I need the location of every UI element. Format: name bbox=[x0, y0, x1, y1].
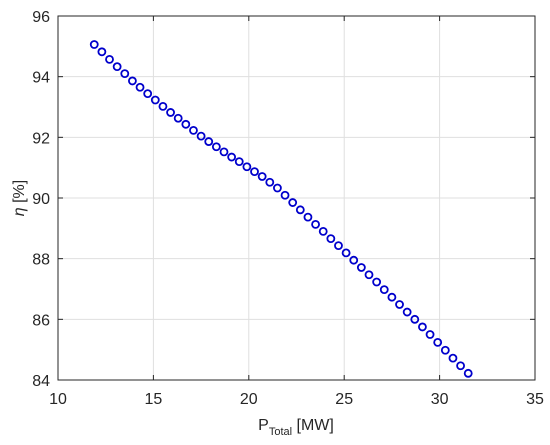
data-point bbox=[89, 40, 99, 49]
y-tick-label: 92 bbox=[32, 130, 50, 147]
x-tick-label: 10 bbox=[49, 391, 67, 408]
data-point bbox=[150, 95, 160, 105]
data-point bbox=[410, 314, 420, 324]
data-point bbox=[463, 368, 473, 378]
data-point bbox=[341, 248, 351, 258]
x-axis-label-main: P bbox=[258, 417, 269, 434]
data-point bbox=[402, 307, 412, 317]
y-axis-label-unit: [%] bbox=[11, 180, 28, 208]
data-point bbox=[318, 226, 328, 236]
data-point bbox=[456, 361, 465, 371]
data-point bbox=[135, 82, 145, 92]
data-point bbox=[120, 69, 130, 79]
y-tick-label: 90 bbox=[32, 191, 50, 208]
data-point bbox=[326, 234, 336, 244]
data-point bbox=[112, 62, 122, 72]
data-point bbox=[128, 76, 137, 86]
grid-lines bbox=[57, 15, 536, 381]
data-point bbox=[433, 337, 443, 347]
data-point bbox=[425, 330, 435, 339]
data-points bbox=[89, 40, 473, 378]
x-tick-label: 25 bbox=[335, 391, 353, 408]
y-tick-label: 96 bbox=[32, 9, 50, 26]
data-point bbox=[204, 137, 214, 146]
data-point bbox=[158, 101, 168, 111]
data-point bbox=[227, 152, 237, 162]
data-point bbox=[273, 183, 282, 193]
data-point bbox=[105, 54, 114, 64]
data-point bbox=[166, 108, 175, 117]
data-point bbox=[189, 125, 198, 135]
y-tick-label: 86 bbox=[32, 312, 50, 329]
data-point bbox=[173, 113, 183, 123]
data-point bbox=[418, 322, 427, 332]
data-point bbox=[372, 277, 382, 287]
data-point bbox=[334, 241, 343, 251]
data-point bbox=[295, 205, 305, 215]
data-point bbox=[379, 285, 389, 295]
data-point bbox=[288, 198, 298, 207]
data-point bbox=[196, 131, 206, 141]
data-point bbox=[211, 142, 221, 152]
x-tick-label: 20 bbox=[240, 391, 258, 408]
data-point bbox=[349, 255, 359, 265]
data-point bbox=[234, 157, 244, 167]
data-point bbox=[265, 177, 275, 187]
y-axis-label: η [%] bbox=[11, 180, 28, 216]
data-point bbox=[364, 270, 374, 280]
data-point bbox=[250, 167, 259, 177]
data-point bbox=[356, 263, 366, 272]
x-tick-label: 35 bbox=[526, 391, 544, 408]
x-axis-label-unit: [MW] bbox=[292, 417, 334, 434]
data-point bbox=[311, 219, 320, 229]
data-point bbox=[280, 190, 290, 200]
y-axis-ticks: 84 86 88 90 92 94 96 bbox=[32, 9, 535, 390]
x-axis-label: PTotal [MW] bbox=[258, 417, 334, 438]
data-point bbox=[242, 162, 252, 172]
x-axis-ticks: 10 15 20 25 30 35 bbox=[49, 16, 544, 408]
y-tick-label: 84 bbox=[32, 373, 50, 390]
data-point bbox=[303, 212, 313, 222]
data-point bbox=[440, 345, 450, 355]
y-axis-label-main: η bbox=[11, 207, 28, 216]
data-point bbox=[143, 89, 153, 99]
data-point bbox=[181, 119, 191, 129]
data-point bbox=[448, 353, 458, 363]
data-point bbox=[219, 147, 229, 157]
data-point bbox=[395, 300, 404, 309]
x-tick-label: 30 bbox=[431, 391, 449, 408]
x-tick-label: 15 bbox=[145, 391, 163, 408]
data-point bbox=[257, 172, 267, 181]
data-point bbox=[387, 292, 397, 302]
data-point bbox=[97, 47, 107, 57]
x-axis-label-sub: Total bbox=[269, 426, 292, 438]
y-tick-label: 94 bbox=[32, 70, 50, 87]
y-tick-label: 88 bbox=[32, 252, 50, 269]
